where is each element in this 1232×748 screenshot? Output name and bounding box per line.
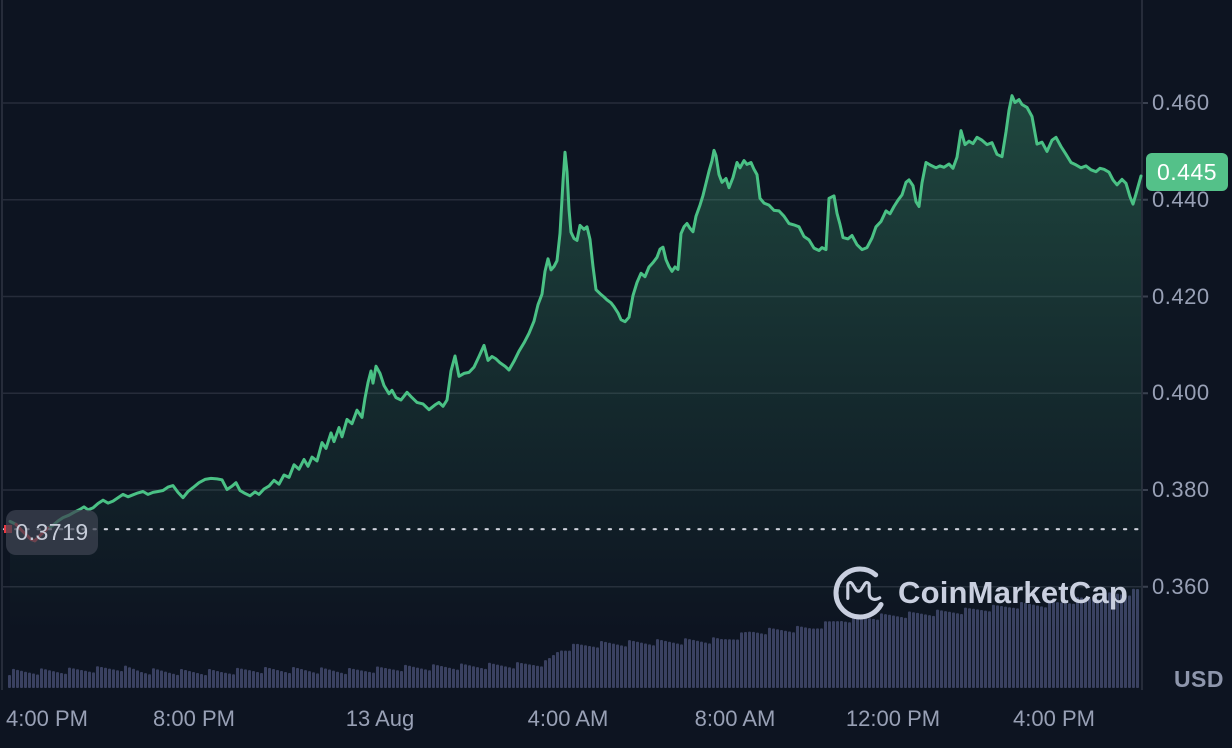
- last-price-value: 0.445: [1156, 158, 1218, 185]
- x-tick-label: 4:00 PM: [1013, 706, 1095, 731]
- coinmarketcap-logo-icon: [833, 566, 887, 620]
- x-tick-label: 8:00 AM: [694, 706, 776, 731]
- x-tick-label: 8:00 PM: [153, 706, 235, 731]
- y-tick-label: 0.420: [1152, 283, 1210, 309]
- open-price-value: 0.3719: [15, 519, 89, 545]
- x-tick-label: 4:00 PM: [6, 706, 88, 731]
- x-tick-label: 12:00 PM: [845, 706, 941, 731]
- price-area-fill: [10, 95, 1142, 688]
- y-tick-label: 0.360: [1152, 573, 1210, 599]
- y-tick-label: 0.460: [1152, 90, 1210, 115]
- x-tick-label: 4:00 AM: [527, 706, 609, 731]
- y-tick-label: 0.380: [1152, 477, 1210, 502]
- x-tick-label: 13 Aug: [345, 706, 415, 731]
- open-price-badge: 0.3719: [6, 510, 98, 555]
- price-line: [8, 94, 1143, 543]
- coinmarketcap-watermark: CoinMarketCap: [830, 563, 1128, 623]
- y-tick-label: 0.400: [1152, 380, 1210, 406]
- last-price-badge: 0.445: [1146, 153, 1228, 191]
- coinmarketcap-wordmark: CoinMarketCap: [898, 575, 1128, 610]
- currency-label: USD: [1173, 666, 1224, 692]
